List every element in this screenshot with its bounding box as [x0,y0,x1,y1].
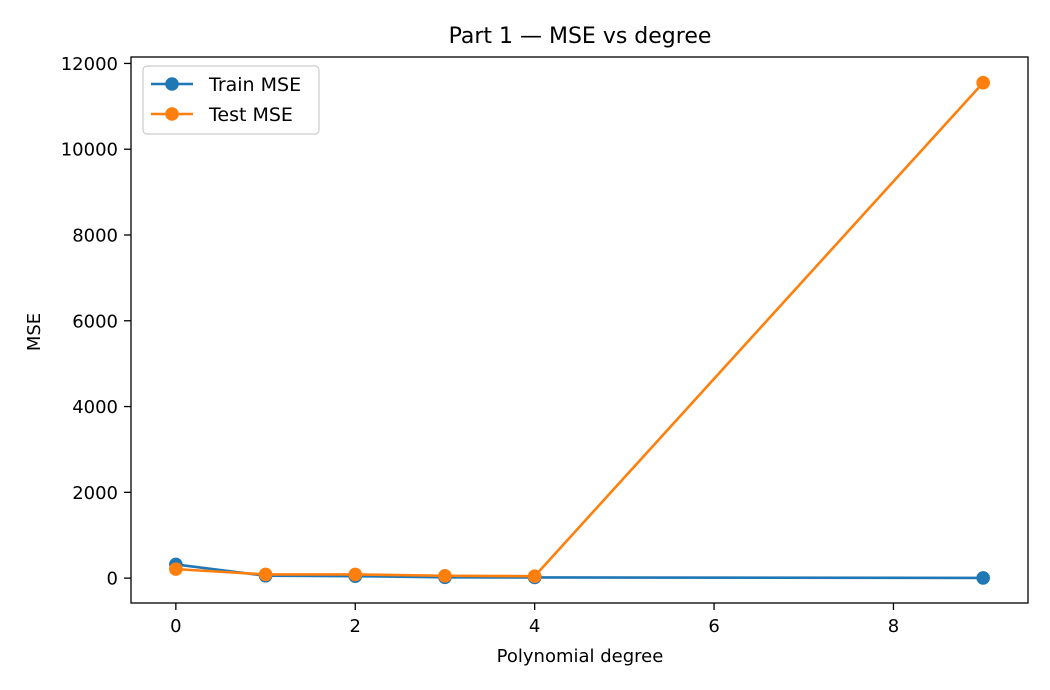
series-1-point [976,571,990,585]
y-tick-label: 8000 [72,225,118,246]
x-tick-label: 0 [170,616,181,637]
legend-label-1: Train MSE [208,74,301,96]
y-tick-label: 6000 [72,311,118,332]
series-2-point [348,567,363,582]
legend-marker-1 [165,77,179,91]
axes: 0 2 4 6 8 0 2000 4000 6000 8000 10000 12000 [61,54,1029,637]
series-2-point [527,569,542,583]
legend-label-2: Test MSE [208,104,293,126]
x-tick-label: 8 [888,616,899,637]
y-tick-label: 2000 [72,483,118,504]
axes-frame [130,56,1029,604]
x-tick-label: 4 [529,616,540,637]
y-tick-label: 4000 [72,397,118,418]
series-2-point [169,562,183,576]
y-tick-label: 0 [107,569,118,590]
x-tick-label: 2 [350,616,361,637]
y-axis-label: MSE [24,313,45,351]
legend: Train MSE Test MSE [142,65,320,135]
x-axis-label: Polynomial degree [497,646,664,667]
series-2-point [976,75,990,90]
series-2-point [258,567,273,582]
y-tick-label: 12000 [61,54,118,75]
x-tick-label: 6 [708,616,719,637]
legend-marker-2 [165,107,179,121]
series-2-point [438,568,452,583]
series-line-2 [175,81,985,578]
plot-area [169,75,990,585]
chart-title: Part 1 — MSE vs degree [449,24,712,49]
y-tick-label: 10000 [61,140,118,161]
